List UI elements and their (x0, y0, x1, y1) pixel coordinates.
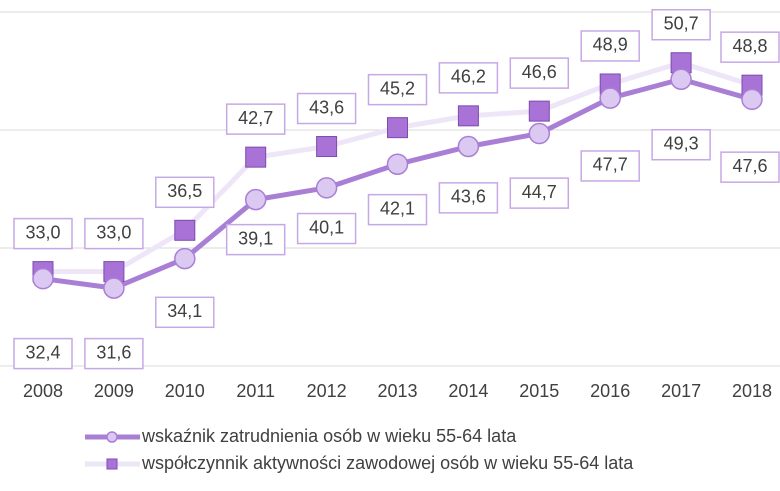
data-point (599, 87, 621, 109)
data-label-box (13, 217, 73, 250)
data-label-box (367, 193, 428, 226)
x-tick-label: 2017 (661, 381, 701, 401)
data-label: 42,1 (380, 198, 415, 218)
data-label-box (438, 182, 499, 214)
data-label: 47,6 (732, 156, 767, 176)
x-tick-label: 2009 (94, 381, 134, 401)
data-label-box (580, 30, 640, 62)
data-point (670, 68, 692, 91)
data-point (457, 105, 479, 127)
data-label-box (225, 103, 286, 135)
data-label: 36,5 (167, 181, 202, 201)
data-point (387, 117, 408, 139)
x-tick-label: 2013 (377, 381, 417, 401)
x-tick-label: 2010 (165, 381, 205, 401)
data-point (244, 188, 267, 211)
x-tick-label: 2011 (236, 381, 275, 401)
data-label-box (438, 62, 499, 94)
data-label: 46,6 (522, 62, 557, 82)
data-label: 31,6 (96, 342, 131, 362)
data-label: 40,1 (309, 217, 344, 237)
data-point (245, 146, 267, 168)
data-label-box (651, 8, 711, 41)
data-label-box (720, 31, 780, 63)
data-label: 33,0 (25, 222, 60, 242)
data-label-box (296, 92, 357, 125)
data-point (457, 135, 480, 158)
data-point (315, 177, 338, 199)
x-tick-label: 2012 (307, 381, 347, 401)
data-label-box (155, 176, 215, 209)
data-label-box (84, 217, 144, 250)
data-point (316, 136, 338, 158)
data-label: 45,2 (380, 78, 415, 98)
series-line (42, 76, 753, 291)
legend-marker (106, 458, 118, 470)
data-label-box (580, 150, 640, 182)
data-label-box (651, 128, 711, 161)
data-point (174, 247, 196, 270)
data-label-box (225, 223, 286, 256)
x-tick-label: 2018 (732, 381, 772, 401)
x-tick-label: 2015 (519, 381, 559, 401)
data-point (174, 219, 196, 241)
data-label: 49,3 (664, 133, 699, 153)
data-point (32, 267, 54, 290)
data-label-box (155, 296, 215, 329)
data-label: 43,6 (451, 187, 486, 207)
data-label: 47,7 (593, 155, 628, 175)
data-point (528, 122, 551, 145)
data-label: 42,7 (238, 108, 273, 128)
legend-label: współczynnik aktywności zawodowej osób w… (141, 453, 634, 473)
data-label: 46,2 (451, 67, 486, 87)
legend-marker (106, 431, 118, 443)
data-label-box (509, 177, 570, 209)
data-label: 50,7 (664, 13, 699, 33)
x-tick-label: 2016 (590, 381, 630, 401)
data-label: 48,9 (593, 35, 628, 55)
data-label-box (367, 73, 428, 106)
x-tick-label: 2014 (448, 381, 488, 401)
data-label: 48,8 (732, 36, 767, 56)
x-tick-label: 2008 (23, 381, 63, 401)
data-label: 33,0 (96, 222, 131, 242)
data-label: 34,1 (167, 301, 202, 321)
data-label-box (509, 57, 570, 89)
data-label-box (296, 212, 357, 245)
legend-label: wskaźnik zatrudnienia osób w wieku 55-64… (141, 426, 517, 446)
data-point (386, 153, 409, 175)
data-point (741, 88, 763, 111)
data-label-box (13, 337, 73, 370)
data-label: 44,7 (522, 182, 557, 202)
data-label: 32,4 (25, 342, 60, 362)
data-label: 39,1 (238, 228, 273, 248)
data-label: 43,6 (309, 97, 344, 117)
data-label-box (84, 337, 144, 370)
data-point (103, 277, 125, 299)
data-label-box (720, 151, 780, 183)
data-point (528, 100, 550, 122)
